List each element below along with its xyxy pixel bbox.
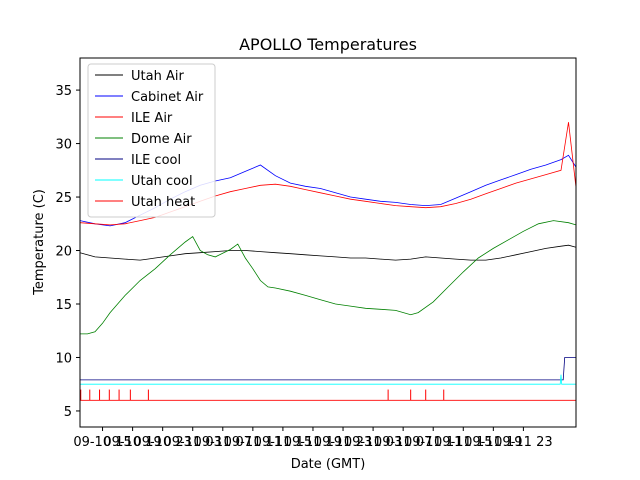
- x-tick-label: 09-11 23: [494, 435, 552, 450]
- x-tick-label: 09-11 03: [164, 435, 222, 450]
- y-tick-label: 20: [55, 245, 72, 260]
- legend-label-utah-air: Utah Air: [131, 69, 184, 84]
- y-axis-label: Temperature (C): [32, 189, 47, 296]
- legend-label-dome-air: Dome Air: [131, 132, 192, 147]
- y-axis: 5 10 15 20 25 30 35: [55, 84, 80, 420]
- legend-label-utah-heat: Utah heat: [131, 195, 195, 210]
- legend: Utah Air Cabinet Air ILE Air Dome Air ILE co…: [87, 63, 216, 218]
- x-tick-label: 09-11 11: [224, 435, 282, 450]
- x-tick-label: 09-10 15: [73, 435, 131, 450]
- x-tick-label: 09-11 19: [464, 435, 522, 450]
- x-tick-label: 09-11 19: [284, 435, 342, 450]
- y-tick-label: 15: [55, 298, 72, 313]
- legend-label-utah-cool: Utah cool: [131, 174, 193, 189]
- y-tick-label: 10: [55, 351, 72, 366]
- x-tick-label: 09-11 03: [344, 435, 402, 450]
- legend-label-ile-air: ILE Air: [131, 111, 173, 126]
- y-tick-label: 5: [64, 405, 72, 420]
- x-tick-label: 09-10 19: [103, 435, 161, 450]
- legend-box: [87, 63, 216, 218]
- series-line-utah-air: [80, 244, 576, 261]
- x-axis-label: Date (GMT): [291, 457, 366, 472]
- y-tick-label: 25: [55, 191, 72, 206]
- x-tick-label: 09-11 23: [314, 435, 372, 450]
- legend-label-ile-cool: ILE cool: [131, 153, 181, 168]
- x-tick-label: 09-11 07: [194, 435, 252, 450]
- series-line-utah-cool: [80, 374, 576, 385]
- y-tick-label: 35: [55, 84, 72, 99]
- series-line-dome-air: [80, 220, 576, 335]
- x-tick-label: 09-11 11: [404, 435, 462, 450]
- chart-title: APOLLO Temperatures: [239, 35, 417, 54]
- y-tick-label: 30: [55, 138, 72, 153]
- x-tick-label: 09-11 15: [254, 435, 312, 450]
- plot-frame: [79, 57, 577, 428]
- x-tick-label: 09-11 15: [434, 435, 492, 450]
- x-tick-label: 09-11 07: [374, 435, 432, 450]
- x-tick-label: 09-10 23: [133, 435, 191, 450]
- series-line-ile-cool: [80, 357, 576, 381]
- legend-label-cabinet-air: Cabinet Air: [131, 90, 204, 105]
